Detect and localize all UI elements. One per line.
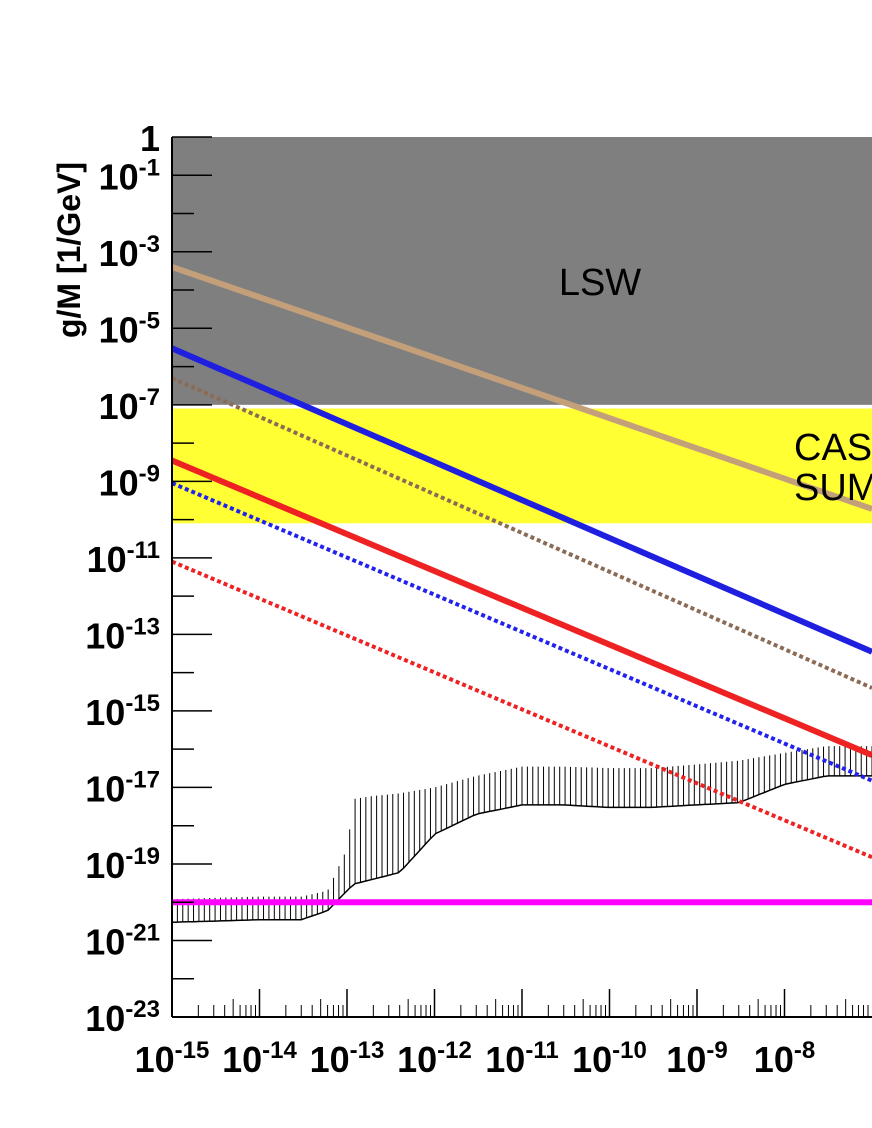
series-line-5 [172,559,872,860]
x-tick-label-exp: -10 [612,1037,647,1064]
y-tick-label-exp: -19 [125,843,160,870]
x-tick-label-exp: -12 [437,1037,472,1064]
x-tick-label-exp: -15 [175,1037,210,1064]
y-tick-label-base: 1 [140,118,160,159]
y-tick-label-exp: -13 [125,613,160,640]
y-tick-label: 10-23 [85,996,160,1039]
y-tick-label-base: 10 [85,768,125,809]
y-tick-label-exp: -11 [127,537,160,564]
x-tick-label: 10-15 [135,1037,210,1080]
y-tick-label-exp: -21 [125,919,160,946]
x-tick-label-base: 10 [485,1039,525,1080]
x-tick-label: 10-10 [572,1037,647,1080]
y-tick-label: 1 [140,118,160,159]
x-tick-label-base: 10 [222,1039,262,1080]
x-tick-label: 10-12 [397,1037,472,1080]
y-tick-label-exp: -5 [139,307,160,334]
y-tick-label-base: 10 [99,156,139,197]
tick-labels: 110-110-310-510-710-910-1110-1310-1510-1… [85,118,872,1080]
y-tick-label: 10-7 [99,384,160,427]
sensitivity-band [172,746,872,923]
x-tick-label-exp: -9 [706,1037,727,1064]
series-lines [172,264,872,906]
y-tick-label: 10-15 [85,690,160,733]
band-lower-edge [172,775,872,923]
region-label-line: LSW [559,262,641,304]
x-tick-label-base: 10 [572,1039,612,1080]
y-tick-label-exp: -23 [125,996,160,1023]
y-tick-label-exp: -3 [139,231,160,258]
y-axis-title: g/M [1/GeV] [51,162,87,338]
y-tick-label: 10-21 [85,919,160,962]
y-tick-label-base: 10 [99,233,139,274]
y-tick-label: 10-9 [99,460,160,503]
x-tick-label: 10-14 [222,1037,297,1080]
y-tick-label-base: 10 [99,462,139,503]
y-tick-label-base: 10 [85,615,125,656]
y-tick-label: 10-5 [99,307,160,350]
series-line-2 [172,376,872,690]
y-tick-label-base: 10 [99,386,139,427]
x-tick-label: 10-9 [666,1037,727,1080]
y-tick-label-base: 10 [85,845,125,886]
region-label-line: SUM [794,467,872,509]
y-tick-label-base: 10 [99,309,139,350]
y-tick-label: 10-13 [85,613,160,656]
region-label-1: CAS SUM [794,427,872,509]
series-line-0 [172,264,872,512]
x-tick-label: 10-8 [754,1037,815,1080]
x-tick-label-exp: -13 [350,1037,385,1064]
region-label-0: LSW [559,262,641,304]
y-tick-label-base: 10 [87,539,127,580]
y-tick-label-exp: -15 [125,690,160,717]
y-tick-label: 10-1 [99,154,160,197]
series-line-1 [172,345,872,655]
y-tick-label-exp: -9 [139,460,160,487]
x-tick-label: 10-13 [310,1037,385,1080]
region-label-line: CAS [794,427,872,469]
y-tick-label: 10-11 [87,537,160,580]
x-tick-label-base: 10 [135,1039,175,1080]
series-line-4 [172,481,872,783]
y-tick-label-base: 10 [85,692,125,733]
x-tick-label-base: 10 [310,1039,350,1080]
x-tick-label-base: 10 [397,1039,437,1080]
x-tick-label-exp: -14 [262,1037,297,1064]
axes [171,136,872,1018]
y-tick-label: 10-19 [85,843,160,886]
y-tick-label: 10-17 [85,766,160,809]
y-tick-label: 10-3 [99,231,160,274]
region-0 [172,137,872,405]
excluded-regions [172,137,872,524]
y-tick-label-exp: -7 [139,384,160,411]
x-tick-label-exp: -8 [794,1037,815,1064]
x-tick-label-base: 10 [666,1039,706,1080]
x-tick-label: 10-11 [485,1037,558,1080]
y-tick-label-exp: -17 [125,766,160,793]
y-tick-label-base: 10 [85,921,125,962]
y-tick-label-exp: -1 [139,154,160,181]
x-tick-label-base: 10 [754,1039,794,1080]
y-tick-label-base: 10 [85,998,125,1039]
series-line-3 [172,457,872,758]
x-tick-label-exp: -11 [525,1037,558,1064]
